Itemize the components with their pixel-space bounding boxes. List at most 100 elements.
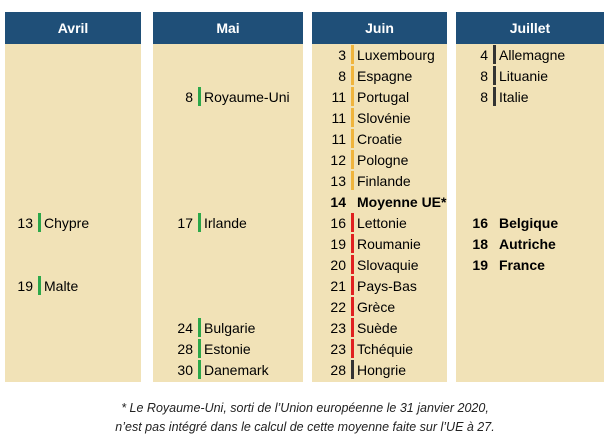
- entry-day: 20: [330, 256, 346, 273]
- entry-color-bar: [493, 213, 496, 232]
- entry-country: Belgique: [499, 214, 559, 231]
- entry-color-bar: [351, 150, 354, 169]
- entry-day: 16: [330, 214, 346, 231]
- calendar-entry: 11 Slovénie: [318, 107, 411, 128]
- entry-country: Royaume-Uni: [204, 88, 290, 105]
- entry-day: 12: [330, 151, 346, 168]
- entry-day: 14: [330, 193, 346, 210]
- entry-country: Chypre: [44, 214, 90, 231]
- calendar-entry: 11 Croatie: [318, 128, 402, 149]
- calendar-entry: 8 Italie: [460, 86, 529, 107]
- entry-color-bar: [493, 87, 496, 106]
- entry-day: 11: [331, 88, 346, 105]
- entry-day: 19: [17, 277, 33, 294]
- column-mai: Mai 8 Royaume-Uni 17 Irlande 24 Bulgarie 28 Esto…: [153, 12, 303, 382]
- entry-color-bar: [351, 171, 354, 190]
- calendar-entry: 16 Belgique: [460, 212, 558, 233]
- entry-country: Espagne: [357, 67, 413, 84]
- entry-country: Autriche: [499, 235, 556, 252]
- entry-country: Suède: [357, 319, 398, 336]
- entry-day: 22: [330, 298, 346, 315]
- entry-color-bar: [351, 45, 354, 64]
- entry-country: Lituanie: [499, 67, 549, 84]
- entry-color-bar: [38, 276, 41, 295]
- entry-color-bar: [493, 66, 496, 85]
- entry-day: 4: [480, 46, 488, 63]
- entry-country: Roumanie: [357, 235, 421, 252]
- entry-day: 24: [177, 319, 193, 336]
- entry-country: Slovénie: [357, 109, 411, 126]
- column-juin: Juin 3 Luxembourg 8 Espagne 11 Portugal 11 Slové…: [312, 12, 447, 382]
- entry-color-bar: [351, 108, 354, 127]
- entry-country: Portugal: [357, 88, 410, 105]
- footnote: * Le Royaume-Uni, sorti de l’Union europ…: [0, 399, 610, 437]
- entry-day: 28: [177, 340, 193, 357]
- entry-day: 8: [480, 67, 488, 84]
- entry-country: Grèce: [357, 298, 396, 315]
- calendar-entry: 19 Roumanie: [318, 233, 421, 254]
- calendar-entry: 28 Hongrie: [318, 359, 406, 380]
- entry-color-bar: [351, 339, 354, 358]
- entry-day: 19: [472, 256, 488, 273]
- calendar-entry: 19 Malte: [11, 275, 78, 296]
- calendar-entry: 19 France: [460, 254, 545, 275]
- entry-color-bar: [351, 66, 354, 85]
- entry-color-bar: [351, 129, 354, 148]
- entry-day: 8: [185, 88, 193, 105]
- entry-day: 18: [472, 235, 488, 252]
- entry-country: Moyenne UE*: [357, 193, 447, 210]
- entry-color-bar: [198, 339, 201, 358]
- entry-color-bar: [493, 255, 496, 274]
- entry-day: 13: [330, 172, 346, 189]
- entry-day: 11: [331, 130, 346, 147]
- entry-day: 28: [330, 361, 346, 378]
- entry-day: 8: [338, 67, 346, 84]
- entry-country: Malte: [44, 277, 79, 294]
- entry-country: Estonie: [204, 340, 251, 357]
- entry-day: 13: [17, 214, 33, 231]
- entry-day: 19: [330, 235, 346, 252]
- entry-country: Finlande: [357, 172, 411, 189]
- entry-color-bar: [198, 87, 201, 106]
- entry-country: Tchéquie: [357, 340, 414, 357]
- calendar-entry: 14 Moyenne UE*: [318, 191, 446, 212]
- entry-color-bar: [198, 213, 201, 232]
- calendar-entry: 21 Pays-Bas: [318, 275, 417, 296]
- entry-country: Lettonie: [357, 214, 407, 231]
- entry-day: 3: [338, 46, 346, 63]
- entry-color-bar: [351, 87, 354, 106]
- calendar-entry: 24 Bulgarie: [159, 317, 255, 338]
- entry-color-bar: [351, 213, 354, 232]
- calendar-entry: 4 Allemagne: [460, 44, 565, 65]
- entry-day: 23: [330, 319, 346, 336]
- entry-color-bar: [351, 318, 354, 337]
- entry-country: Italie: [499, 88, 529, 105]
- entry-country: Croatie: [357, 130, 403, 147]
- column-juillet: Juillet 4 Allemagne 8 Lituanie 8 Italie 16 Belgi…: [456, 12, 604, 382]
- entry-day: 21: [330, 277, 346, 294]
- entry-color-bar: [351, 255, 354, 274]
- footnote-line-1: * Le Royaume-Uni, sorti de l’Union europ…: [121, 401, 489, 415]
- entry-day: 8: [480, 88, 488, 105]
- calendar-entry: 23 Suède: [318, 317, 397, 338]
- calendar-entry: 30 Danemark: [159, 359, 269, 380]
- entry-color-bar: [351, 360, 354, 379]
- column-header: Juillet: [456, 12, 604, 44]
- entry-color-bar: [198, 360, 201, 379]
- entry-country: France: [499, 256, 545, 273]
- column-header: Juin: [312, 12, 447, 44]
- entry-country: Pologne: [357, 151, 409, 168]
- calendar-entry: 8 Royaume-Uni: [159, 86, 290, 107]
- entry-country: Danemark: [204, 361, 269, 378]
- calendar-entry: 28 Estonie: [159, 338, 251, 359]
- entry-color-bar: [38, 213, 41, 232]
- calendar-entry: 17 Irlande: [159, 212, 247, 233]
- entry-country: Irlande: [204, 214, 247, 231]
- entry-day: 16: [472, 214, 488, 231]
- calendar-entry: 8 Lituanie: [460, 65, 548, 86]
- entry-country: Slovaquie: [357, 256, 419, 273]
- calendar-entry: 8 Espagne: [318, 65, 412, 86]
- entry-country: Pays-Bas: [357, 277, 417, 294]
- calendar-entry: 18 Autriche: [460, 233, 556, 254]
- entry-color-bar: [351, 297, 354, 316]
